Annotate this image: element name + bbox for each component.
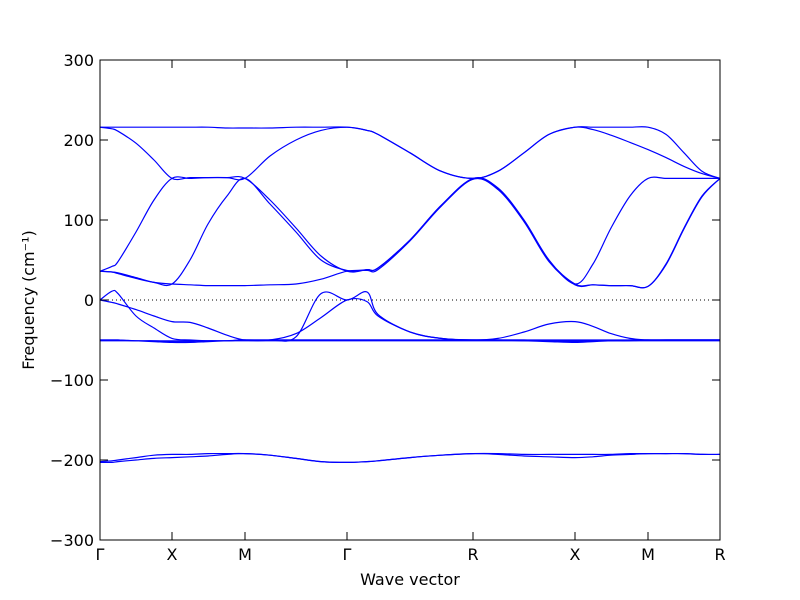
y-tick-label: 100 <box>63 211 94 230</box>
x-tick-label: R <box>714 545 725 564</box>
x-axis-label: Wave vector <box>360 570 460 589</box>
band-line <box>100 339 720 344</box>
x-tick-label: Γ <box>96 545 105 564</box>
y-tick-label: 300 <box>63 51 94 70</box>
band-line <box>99 452 721 464</box>
band-line <box>99 177 721 289</box>
x-tick-label: Γ <box>343 545 352 564</box>
x-tick-label: M <box>641 545 655 564</box>
y-tick-label: −300 <box>50 531 94 550</box>
band-line <box>99 289 720 342</box>
x-tick-label: X <box>167 545 178 564</box>
x-tick-label: M <box>238 545 252 564</box>
y-tick-label: −200 <box>50 451 94 470</box>
x-tick-label: X <box>570 545 581 564</box>
y-tick-label: −100 <box>50 371 94 390</box>
x-tick-label: R <box>467 545 478 564</box>
y-tick-label: 200 <box>63 131 94 150</box>
y-axis-label: Frequency (cm⁻¹) <box>19 230 38 369</box>
y-tick-label: 0 <box>84 291 94 310</box>
